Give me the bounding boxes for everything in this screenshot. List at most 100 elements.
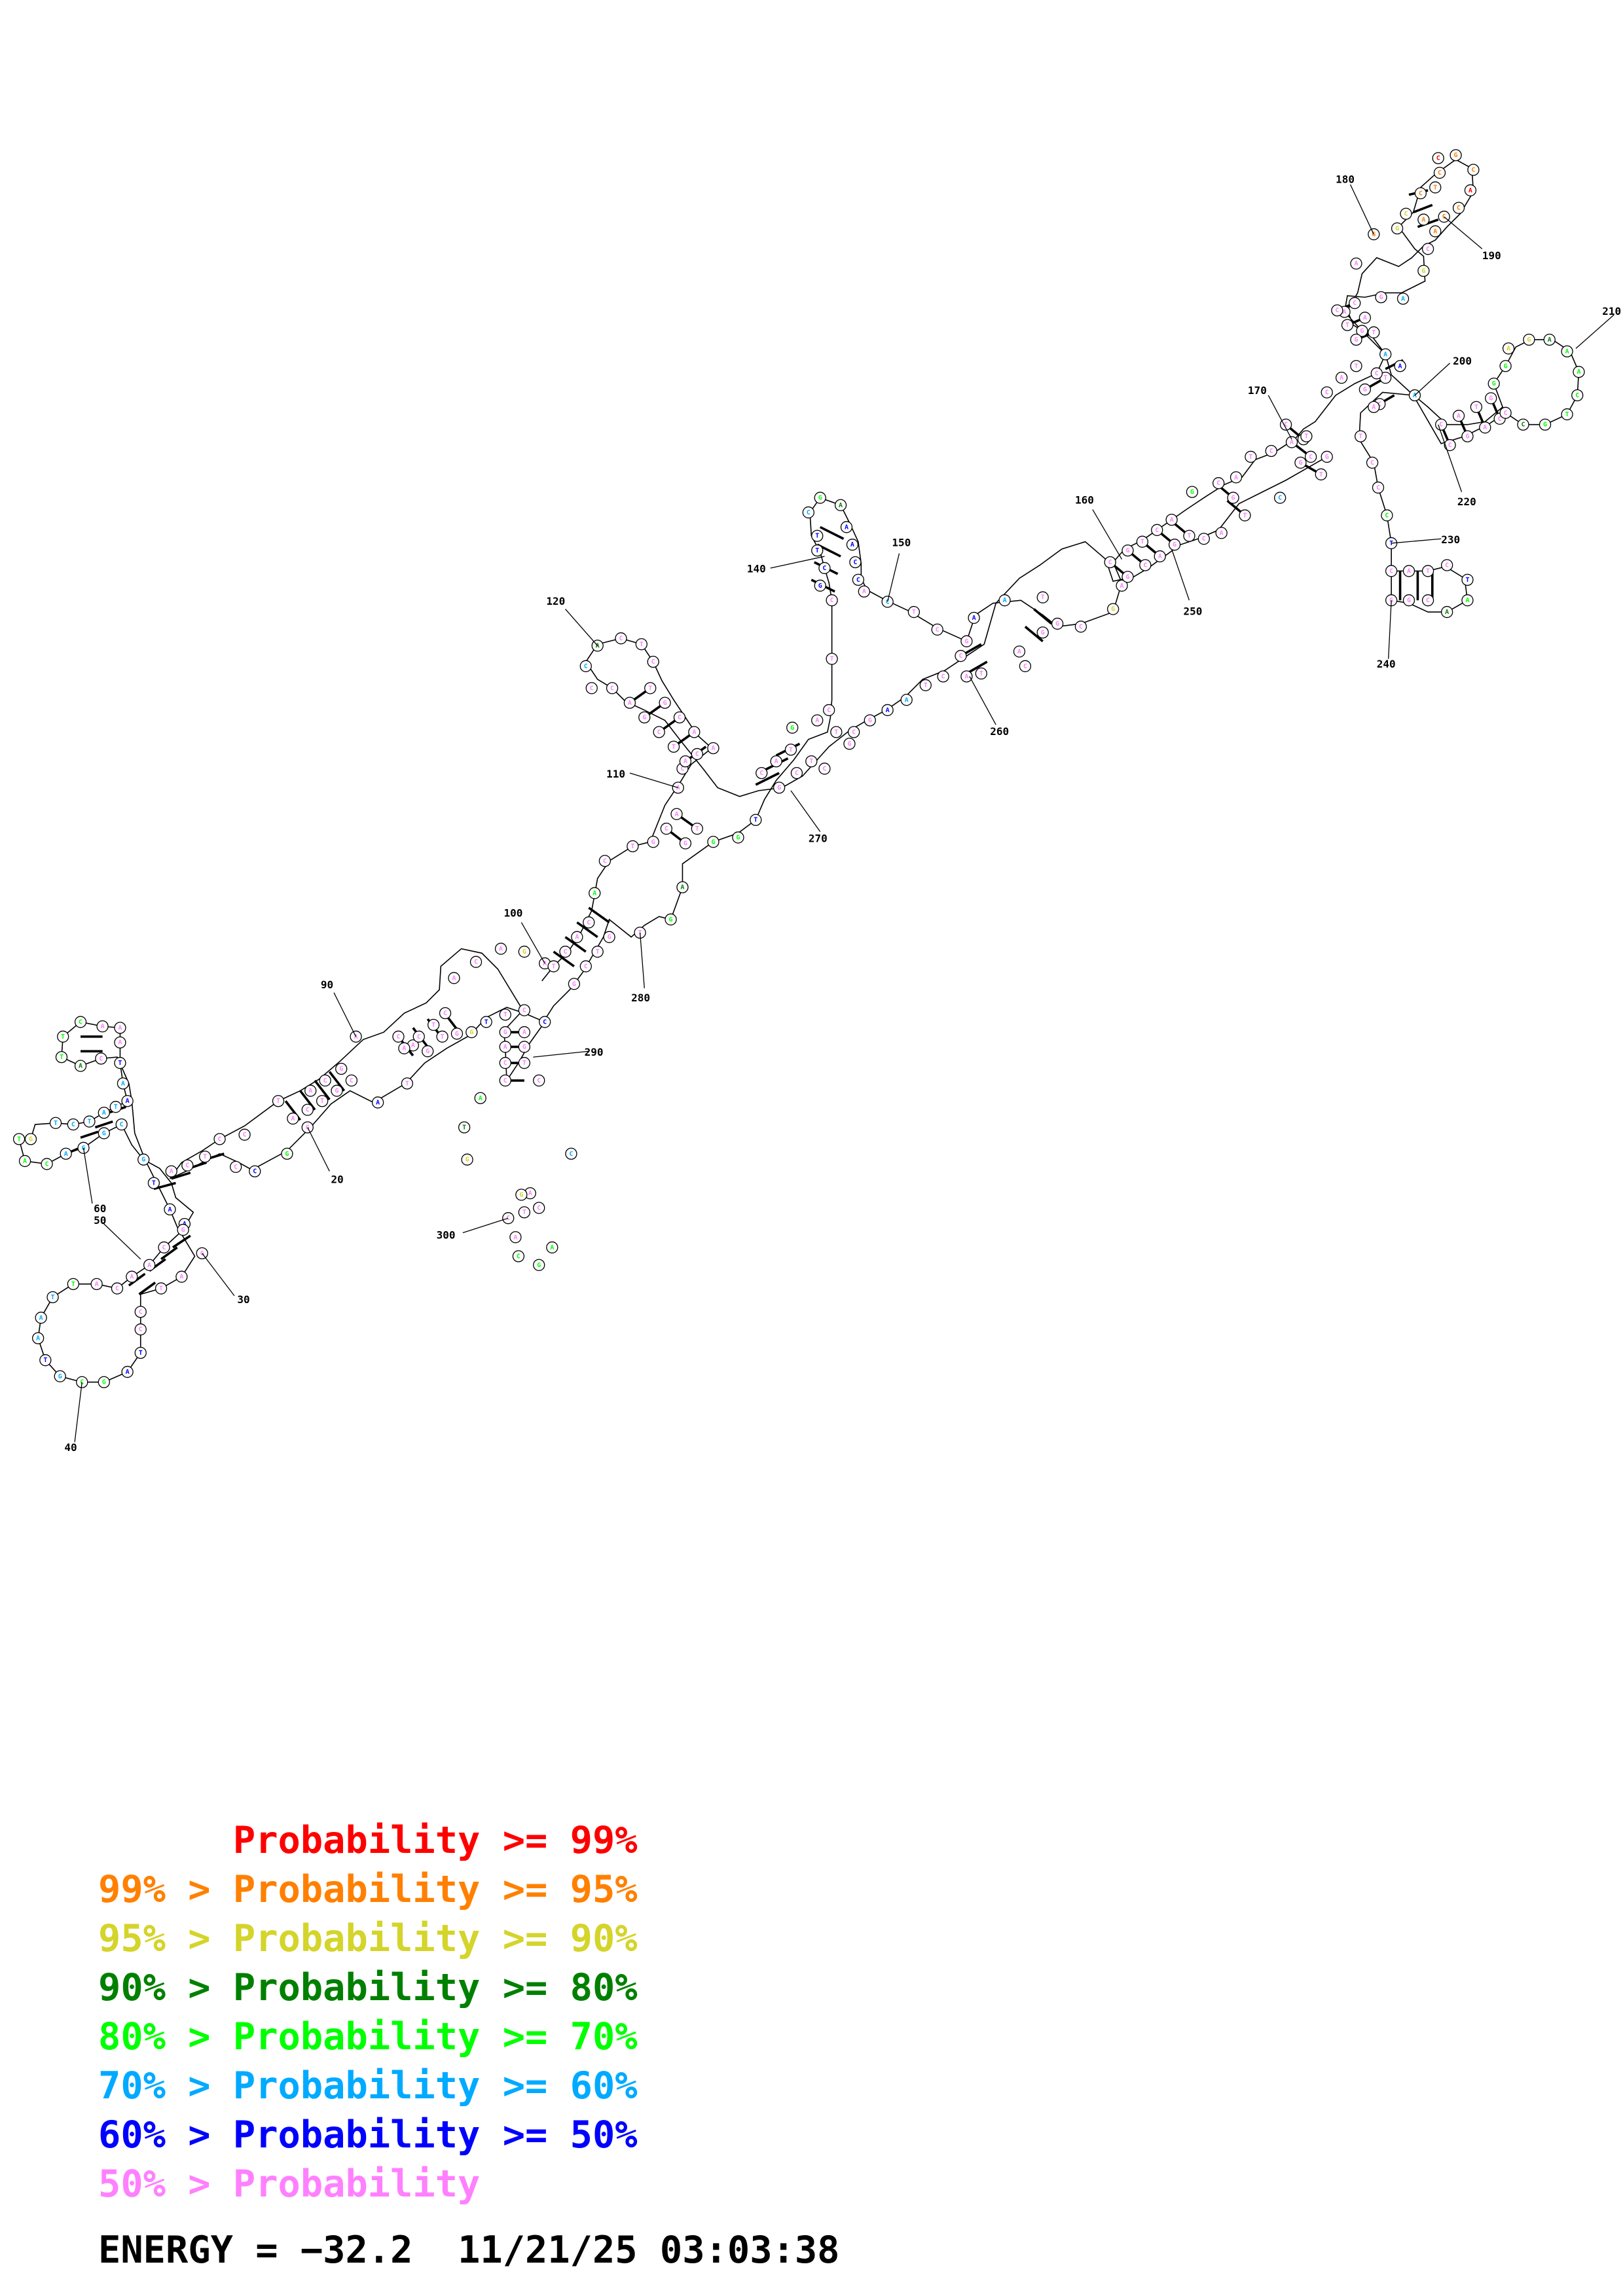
base-pairs [65,189,1501,1295]
nucleotide: G [1321,450,1333,463]
index-label: 110 [606,768,625,780]
nucleotide-letter: T [54,1120,58,1127]
nucleotide: A [1429,225,1442,238]
nucleotide-circle [1321,386,1333,399]
nucleotide-letter: C [1389,567,1393,575]
nucleotide-circle [499,1074,511,1087]
index-tick-line [333,992,357,1037]
nucleotide-letter: G [1421,268,1425,275]
nucleotide-letter: A [1170,516,1174,524]
nucleotide-circle [1414,187,1427,200]
nucleotide: G [533,1259,545,1271]
nucleotide-circle [673,711,686,724]
nucleotide-letter: T [1354,363,1358,370]
nucleotide: C [301,1103,314,1116]
nucleotide: C [585,682,598,694]
nucleotide: A [117,1077,130,1090]
nucleotide-circle [881,704,894,717]
nucleotide: C [559,945,572,958]
nucleotide-circle [1186,486,1199,498]
nucleotide-circle [1485,392,1497,404]
nucleotide-letter: T [1249,454,1252,461]
nucleotide: A [32,1332,45,1344]
nucleotide-letter: C [443,1010,447,1017]
nucleotide-circle [90,1278,103,1290]
nucleotide-circle [968,611,980,624]
nucleotide: A [509,1231,522,1244]
nucleotide-letter: T [522,1209,526,1216]
legend-label: Probability [232,1966,481,2009]
nucleotide-circle [238,1128,251,1141]
nucleotide-letter: G [465,1157,469,1164]
index-tick-line [629,772,678,789]
nucleotide-circle [480,1016,492,1028]
nucleotide: T [155,1282,168,1295]
nucleotide-circle [1523,333,1535,346]
nucleotide-letter: G [1325,454,1329,461]
nucleotide-circle [585,682,598,694]
nucleotide: T [1183,529,1195,542]
nucleotide-circle [67,1118,79,1131]
nucleotide-letter: A [1343,308,1347,315]
nucleotide-circle [826,653,838,665]
base-pair [819,526,845,540]
nucleotide-letter: A [402,1045,406,1052]
index-tick-line [1092,509,1123,560]
nucleotide: C [583,916,595,929]
nucleotide-letter: C [852,729,856,736]
nucleotide-letter: A [1421,217,1425,224]
nucleotide: T [12,1133,26,1145]
backbone-segment [541,456,1328,982]
nucleotide: A [998,594,1011,607]
nucleotide: T [547,960,560,973]
nucleotide-circle [181,1159,194,1172]
nucleotide-circle [589,887,601,899]
nucleotide: T [826,653,838,665]
nucleotide-circle [1350,360,1362,372]
nucleotide-circle [46,1291,59,1304]
nucleotide: G [707,836,720,848]
nucleotide-letter: G [1504,363,1508,370]
nucleotide-letter: C [1335,307,1339,314]
nucleotide-letter: C [1269,448,1273,455]
nucleotide-circle [316,1095,329,1107]
nucleotide: G [1391,222,1404,235]
nucleotide-circle [919,679,932,692]
index-tick-line [74,1382,82,1443]
nucleotide: A [707,742,720,755]
nucleotide-circle [1335,371,1348,384]
nucleotide-circle [647,655,659,668]
legend-label: Probability [232,2113,481,2157]
index-label: 160 [1075,494,1094,507]
probability-legend: Probability >= 99% 99% > Probability >= 95… [98,1816,638,2209]
nucleotide-circle [568,978,581,990]
nucleotide-circle [960,635,973,647]
nucleotide-letter: A [118,1024,122,1031]
nucleotide-letter: C [856,577,860,584]
nucleotide: C [67,1118,79,1131]
nucleotide-circle [1429,225,1442,238]
nucleotide: G [1487,377,1500,390]
index-tick-line [1414,363,1451,396]
nucleotide: C [1385,565,1398,577]
nucleotide-circle [143,1259,156,1271]
nucleotide-letter: C [1155,527,1159,534]
nucleotide-circle [398,1042,410,1054]
nucleotide-circle [412,1030,425,1043]
nucleotide-letter: C [396,1033,400,1041]
nucleotide-letter: T [815,533,819,540]
nucleotide: G [1186,486,1199,498]
nucleotide: A [126,1270,138,1283]
nucleotide: T [811,529,824,542]
nucleotide-letter: A [575,934,579,941]
nucleotide-circle [1379,348,1392,361]
nucleotide: C [533,1074,545,1087]
legend-row: 80% > Probability >= 70% [98,2013,638,2062]
nucleotide: A [858,585,870,598]
nucleotide: C [606,682,619,694]
nucleotide: C [1432,152,1444,164]
nucleotide-letter: A [964,673,968,680]
nucleotide-circle [499,1041,511,1053]
nucleotide: C [213,1133,226,1145]
nucleotide-letter: C [651,658,655,666]
